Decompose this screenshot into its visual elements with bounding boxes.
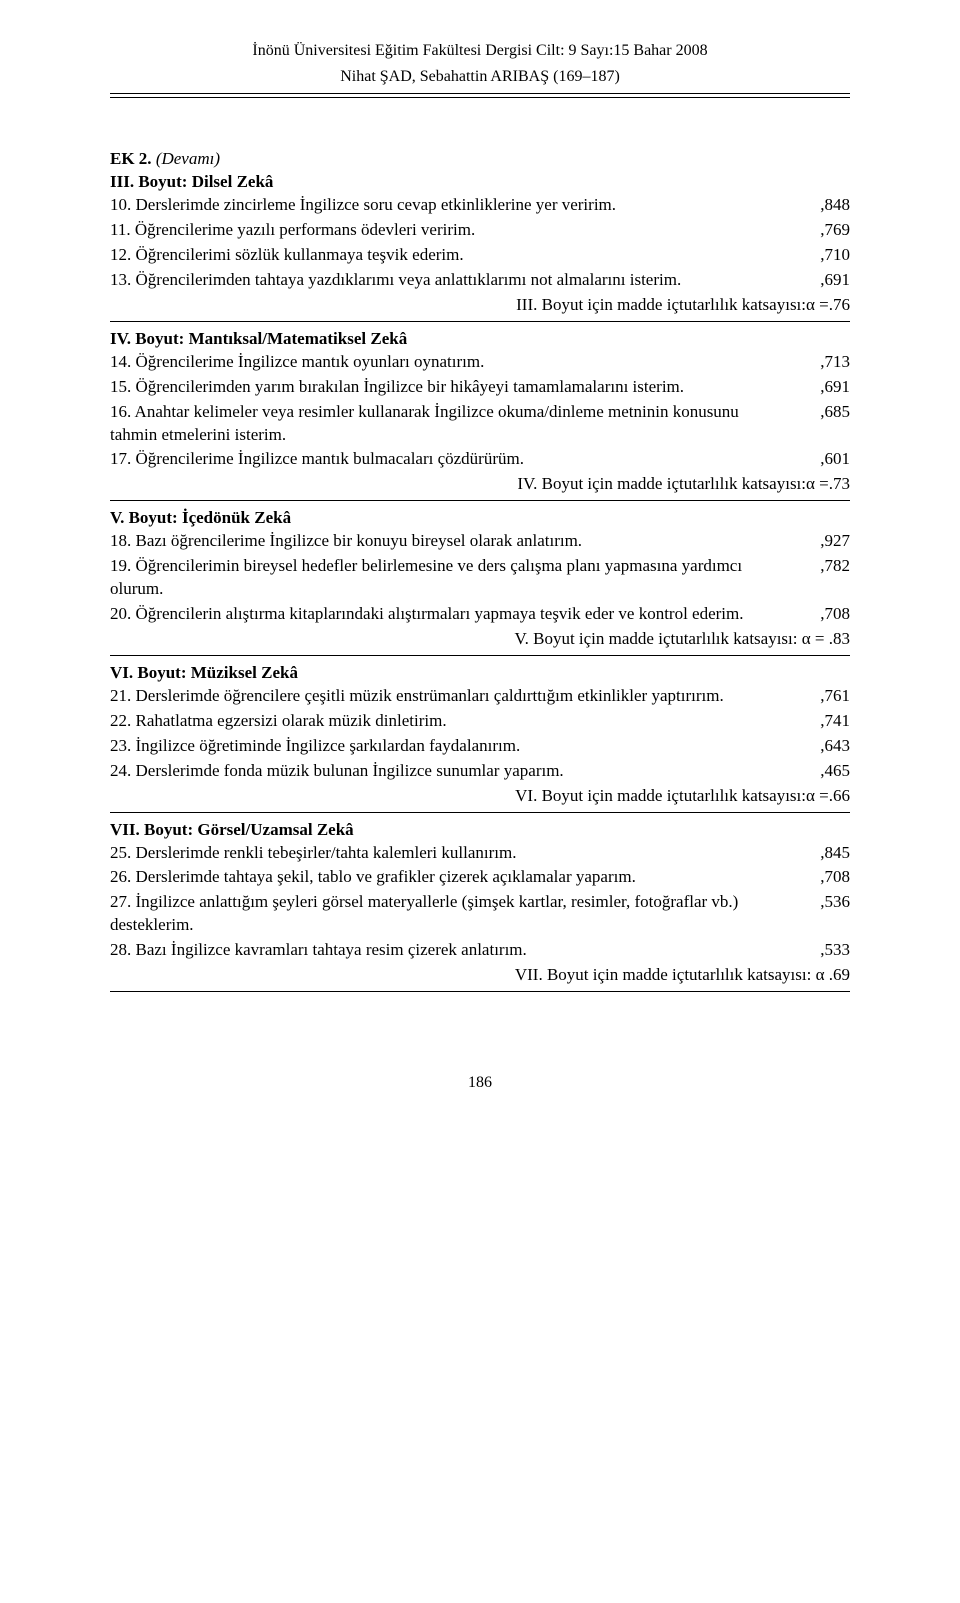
item-text: 26. Derslerimde tahtaya şekil, tablo ve … [110,866,790,889]
section-divider [110,500,850,501]
item-value: ,601 [790,448,850,471]
item-text: 11. Öğrencilerime yazılı performans ödev… [110,219,790,242]
item-value: ,782 [790,555,850,578]
item-text: 18. Bazı öğrencilerime İngilizce bir kon… [110,530,790,553]
item-row: 24. Derslerimde fonda müzik bulunan İngi… [110,760,850,783]
item-row: 11. Öğrencilerime yazılı performans ödev… [110,219,850,242]
item-row: 16. Anahtar kelimeler veya resimler kull… [110,401,850,447]
header-rule [110,93,850,98]
section-divider [110,991,850,992]
item-row: 23. İngilizce öğretiminde İngilizce şark… [110,735,850,758]
section-heading: IV. Boyut: Mantıksal/Matematiksel Zekâ [110,328,850,351]
item-row: 21. Derslerimde öğrencilere çeşitli müzi… [110,685,850,708]
section-heading: V. Boyut: İçedönük Zekâ [110,507,850,530]
item-text: 23. İngilizce öğretiminde İngilizce şark… [110,735,790,758]
item-value: ,708 [790,603,850,626]
item-text: 14. Öğrencilerime İngilizce mantık oyunl… [110,351,790,374]
item-value: ,708 [790,866,850,889]
item-value: ,643 [790,735,850,758]
item-value: ,685 [790,401,850,424]
alpha-note: VII. Boyut için madde içtutarlılık katsa… [110,964,850,987]
section-divider [110,321,850,322]
item-row: 13. Öğrencilerimden tahtaya yazdıklarımı… [110,269,850,292]
authors-header: Nihat ŞAD, Sebahattin ARIBAŞ (169–187) [110,66,850,88]
item-text: 28. Bazı İngilizce kavramları tahtaya re… [110,939,790,962]
section-heading: VII. Boyut: Görsel/Uzamsal Zekâ [110,819,850,842]
alpha-note: VI. Boyut için madde içtutarlılık katsay… [110,785,850,808]
appendix-title: EK 2. (Devamı) [110,148,850,171]
page-container: İnönü Üniversitesi Eğitim Fakültesi Derg… [0,0,960,1154]
item-text: 27. İngilizce anlattığım şeyleri görsel … [110,891,790,937]
item-text: 25. Derslerimde renkli tebeşirler/tahta … [110,842,790,865]
item-text: 17. Öğrencilerime İngilizce mantık bulma… [110,448,790,471]
item-value: ,741 [790,710,850,733]
section-heading: III. Boyut: Dilsel Zekâ [110,171,850,194]
item-value: ,691 [790,376,850,399]
item-row: 12. Öğrencilerimi sözlük kullanmaya teşv… [110,244,850,267]
item-row: 20. Öğrencilerin alıştırma kitaplarındak… [110,603,850,626]
item-value: ,536 [790,891,850,914]
item-value: ,848 [790,194,850,217]
item-row: 27. İngilizce anlattığım şeyleri görsel … [110,891,850,937]
page-number: 186 [110,1072,850,1094]
item-row: 25. Derslerimde renkli tebeşirler/tahta … [110,842,850,865]
item-text: 24. Derslerimde fonda müzik bulunan İngi… [110,760,790,783]
item-text: 19. Öğrencilerimin bireysel hedefler bel… [110,555,790,601]
section-divider [110,655,850,656]
item-row: 19. Öğrencilerimin bireysel hedefler bel… [110,555,850,601]
journal-header: İnönü Üniversitesi Eğitim Fakültesi Derg… [110,40,850,62]
appendix-label: EK 2. [110,149,152,168]
alpha-note: III. Boyut için madde içtutarlılık katsa… [110,294,850,317]
alpha-note: V. Boyut için madde içtutarlılık katsayı… [110,628,850,651]
item-value: ,927 [790,530,850,553]
item-text: 13. Öğrencilerimden tahtaya yazdıklarımı… [110,269,790,292]
item-text: 15. Öğrencilerimden yarım bırakılan İngi… [110,376,790,399]
item-row: 18. Bazı öğrencilerime İngilizce bir kon… [110,530,850,553]
item-value: ,761 [790,685,850,708]
item-row: 14. Öğrencilerime İngilizce mantık oyunl… [110,351,850,374]
item-value: ,533 [790,939,850,962]
section-divider [110,812,850,813]
item-value: ,691 [790,269,850,292]
item-row: 10. Derslerimde zincirleme İngilizce sor… [110,194,850,217]
item-text: 16. Anahtar kelimeler veya resimler kull… [110,401,790,447]
item-text: 12. Öğrencilerimi sözlük kullanmaya teşv… [110,244,790,267]
item-text: 22. Rahatlatma egzersizi olarak müzik di… [110,710,790,733]
item-text: 20. Öğrencilerin alıştırma kitaplarındak… [110,603,790,626]
section-heading: VI. Boyut: Müziksel Zekâ [110,662,850,685]
item-row: 22. Rahatlatma egzersizi olarak müzik di… [110,710,850,733]
alpha-note: IV. Boyut için madde içtutarlılık katsay… [110,473,850,496]
item-row: 26. Derslerimde tahtaya şekil, tablo ve … [110,866,850,889]
item-row: 17. Öğrencilerime İngilizce mantık bulma… [110,448,850,471]
item-row: 15. Öğrencilerimden yarım bırakılan İngi… [110,376,850,399]
item-text: 21. Derslerimde öğrencilere çeşitli müzi… [110,685,790,708]
item-text: 10. Derslerimde zincirleme İngilizce sor… [110,194,790,217]
appendix-continued: (Devamı) [156,149,220,168]
item-value: ,845 [790,842,850,865]
item-row: 28. Bazı İngilizce kavramları tahtaya re… [110,939,850,962]
item-value: ,769 [790,219,850,242]
item-value: ,710 [790,244,850,267]
item-value: ,465 [790,760,850,783]
item-value: ,713 [790,351,850,374]
